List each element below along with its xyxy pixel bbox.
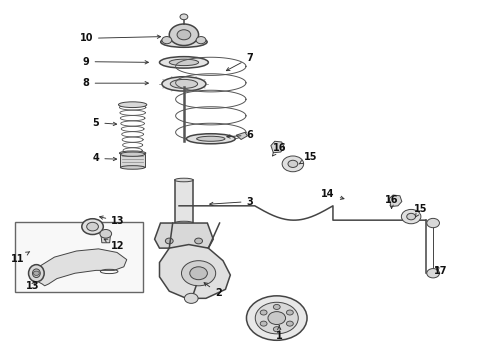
Text: 16: 16 bbox=[272, 143, 286, 156]
Text: 1: 1 bbox=[276, 325, 283, 341]
Text: 8: 8 bbox=[83, 78, 148, 88]
Circle shape bbox=[195, 238, 202, 244]
Circle shape bbox=[190, 267, 207, 280]
Circle shape bbox=[162, 37, 172, 44]
Text: 6: 6 bbox=[227, 130, 253, 140]
Text: 10: 10 bbox=[79, 33, 161, 43]
Circle shape bbox=[273, 305, 280, 310]
Circle shape bbox=[165, 238, 173, 244]
Circle shape bbox=[427, 269, 440, 278]
Text: 15: 15 bbox=[299, 152, 318, 164]
Bar bbox=[15, 222, 144, 292]
Ellipse shape bbox=[196, 136, 225, 141]
Circle shape bbox=[407, 213, 416, 220]
Circle shape bbox=[196, 37, 206, 44]
Text: 11: 11 bbox=[11, 252, 30, 264]
Polygon shape bbox=[155, 223, 213, 248]
Ellipse shape bbox=[121, 166, 145, 169]
Circle shape bbox=[169, 24, 198, 45]
Text: 13: 13 bbox=[25, 281, 39, 291]
Ellipse shape bbox=[28, 265, 44, 282]
Text: 12: 12 bbox=[104, 239, 125, 251]
Text: 5: 5 bbox=[93, 118, 117, 128]
Circle shape bbox=[282, 156, 304, 172]
Ellipse shape bbox=[162, 77, 206, 91]
Polygon shape bbox=[236, 132, 247, 139]
Circle shape bbox=[100, 229, 112, 238]
Ellipse shape bbox=[32, 269, 40, 278]
Polygon shape bbox=[159, 244, 230, 298]
Circle shape bbox=[268, 312, 286, 324]
Circle shape bbox=[180, 14, 188, 20]
Polygon shape bbox=[174, 180, 193, 223]
Text: 13: 13 bbox=[99, 216, 125, 226]
Ellipse shape bbox=[186, 134, 235, 144]
Ellipse shape bbox=[159, 57, 208, 68]
Text: 15: 15 bbox=[414, 204, 428, 217]
Polygon shape bbox=[101, 234, 111, 243]
Text: 9: 9 bbox=[83, 57, 148, 67]
Circle shape bbox=[246, 296, 307, 340]
Circle shape bbox=[260, 310, 267, 315]
Text: 3: 3 bbox=[210, 197, 253, 207]
Ellipse shape bbox=[161, 37, 207, 47]
Ellipse shape bbox=[169, 59, 198, 66]
Polygon shape bbox=[271, 141, 285, 153]
Circle shape bbox=[82, 219, 103, 234]
Ellipse shape bbox=[174, 221, 193, 225]
Text: 17: 17 bbox=[434, 266, 447, 276]
Circle shape bbox=[287, 321, 294, 326]
Polygon shape bbox=[34, 249, 127, 286]
Circle shape bbox=[288, 160, 298, 167]
Ellipse shape bbox=[170, 80, 197, 88]
Ellipse shape bbox=[174, 178, 193, 182]
Text: 2: 2 bbox=[204, 283, 221, 298]
Text: 7: 7 bbox=[226, 53, 253, 71]
Circle shape bbox=[287, 310, 294, 315]
Circle shape bbox=[401, 210, 421, 224]
Text: 4: 4 bbox=[93, 153, 117, 163]
Circle shape bbox=[260, 321, 267, 326]
Polygon shape bbox=[389, 195, 402, 207]
Circle shape bbox=[427, 219, 440, 228]
Circle shape bbox=[255, 302, 298, 334]
Polygon shape bbox=[121, 154, 145, 167]
Ellipse shape bbox=[121, 152, 145, 156]
Circle shape bbox=[87, 222, 98, 231]
Circle shape bbox=[181, 261, 216, 286]
Circle shape bbox=[184, 293, 198, 303]
Text: 14: 14 bbox=[321, 189, 344, 199]
Ellipse shape bbox=[120, 151, 146, 155]
Circle shape bbox=[177, 30, 191, 40]
Ellipse shape bbox=[119, 102, 147, 108]
Circle shape bbox=[273, 327, 280, 332]
Circle shape bbox=[33, 271, 39, 275]
Text: 16: 16 bbox=[385, 195, 398, 208]
